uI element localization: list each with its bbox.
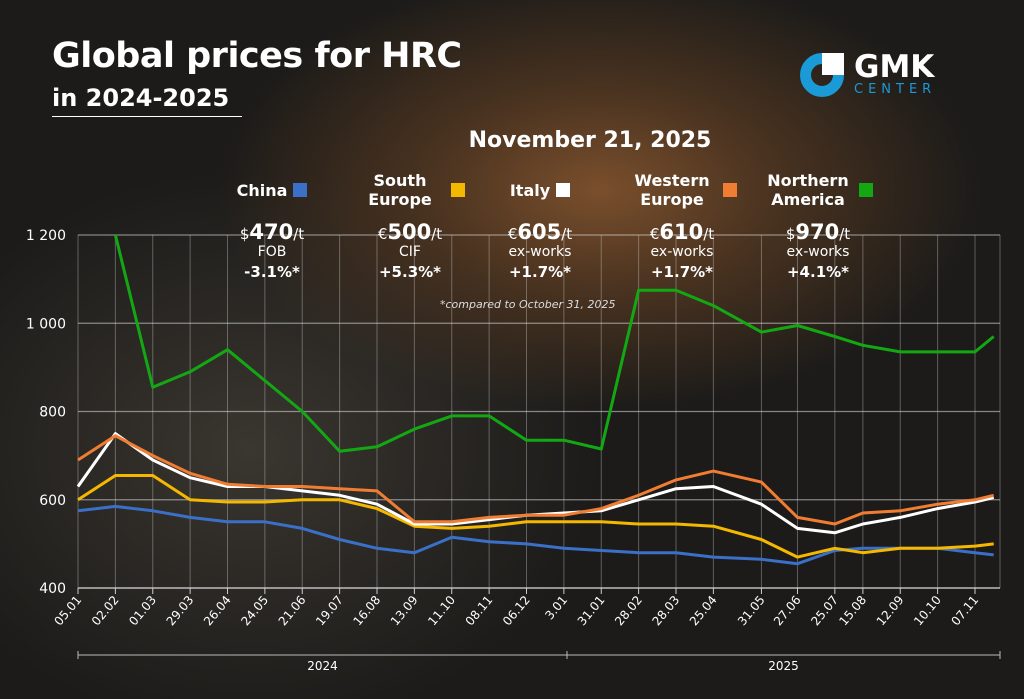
price-unit: /t: [431, 225, 443, 243]
legend-item-italy: Italy €605/t ex-works +1.7%*: [470, 168, 610, 282]
legend-change: +1.7%*: [508, 263, 571, 281]
currency: €: [649, 225, 660, 243]
legend-item-northern-america: Northern America $970/t ex-works +4.1%*: [748, 168, 888, 281]
price-value: 610: [659, 220, 704, 244]
x-tick-label: 3.01: [542, 593, 570, 622]
x-tick-label: 13.09: [388, 593, 421, 628]
y-tick-label: 800: [39, 405, 66, 421]
x-tick-label: 02.02: [89, 593, 122, 628]
legend-label: Northern America: [767, 171, 849, 209]
legend-label: Western Europe: [634, 171, 710, 209]
gmk-center-logo: GMK CENTER: [800, 52, 936, 97]
legend-price: €605/t: [470, 220, 610, 244]
currency: €: [507, 225, 518, 243]
price-value: 605: [517, 220, 562, 244]
legend-price: $970/t: [748, 220, 888, 244]
x-tick-label: 15.08: [836, 593, 869, 628]
legend-swatch: [859, 183, 873, 197]
x-tick-label: 21.06: [276, 593, 309, 628]
price-unit: /t: [703, 225, 715, 243]
x-tick-label: 27.06: [771, 593, 804, 628]
legend-change: +1.7%*: [650, 263, 713, 281]
legend-price: $470/t: [202, 220, 342, 244]
legend-item-south-europe: South Europe €500/t CIF +5.3%*: [340, 168, 480, 281]
x-tick-label: 29.03: [164, 593, 197, 628]
y-tick-label: 1 000: [26, 316, 66, 332]
currency: €: [377, 225, 388, 243]
year-label: 2024: [307, 659, 338, 673]
series-line-northern-america: [113, 234, 995, 453]
series-line-italy: [76, 432, 995, 535]
x-tick-label: 16.08: [350, 593, 383, 628]
series-line-south-europe: [77, 474, 994, 559]
y-tick-label: 400: [39, 581, 66, 597]
legend-basis: ex-works: [650, 244, 714, 260]
legend-swatch: [556, 183, 571, 197]
y-tick-label: 1 200: [26, 228, 66, 244]
legend-item-western-europe: Western Europe €610/t ex-works +1.7%*: [612, 168, 752, 281]
legend-swatch: [451, 183, 465, 197]
x-tick-label: 06.12: [500, 593, 533, 628]
price-value: 970: [795, 220, 840, 244]
currency: $: [785, 225, 796, 243]
legend-label: South Europe: [368, 171, 432, 209]
x-tick-label: 28.03: [649, 593, 682, 628]
price-unit: /t: [839, 225, 851, 243]
legend-change: +4.1%*: [786, 263, 849, 281]
x-tick-label: 25.07: [808, 593, 841, 628]
price-unit: /t: [293, 225, 305, 243]
x-tick-label: 19.07: [313, 593, 346, 628]
series-line-western-europe: [77, 434, 995, 526]
legend-item-china: China $470/t FOB -3.1%*: [202, 168, 342, 281]
x-tick-label: 08.11: [463, 593, 496, 628]
x-tick-label: 12.09: [874, 593, 907, 628]
x-tick-label: 28.02: [612, 593, 645, 628]
legend-change: -3.1%*: [244, 263, 300, 281]
chart-subtitle: in 2024-2025: [52, 84, 242, 117]
series-line-china: [77, 504, 994, 566]
price-value: 500: [387, 220, 432, 244]
legend-swatch: [293, 183, 308, 197]
year-label: 2025: [768, 659, 799, 673]
chart-title: Global prices for HRC: [52, 36, 462, 76]
legend-label: China: [236, 180, 288, 200]
x-tick-label: 07.11: [948, 593, 981, 628]
legend-basis: ex-works: [508, 244, 572, 260]
summary-date: November 21, 2025: [468, 128, 712, 153]
x-tick-label: 01.03: [126, 593, 159, 628]
x-tick-label: 05.01: [51, 593, 84, 628]
logo-ring-icon: [800, 52, 844, 97]
currency: $: [239, 225, 250, 243]
legend-basis: ex-works: [786, 244, 850, 260]
footnote: *compared to October 31, 2025: [440, 298, 616, 311]
legend-price: €500/t: [340, 220, 480, 244]
legend-label: Italy: [509, 180, 551, 200]
y-tick-label: 600: [39, 493, 66, 509]
x-tick-label: 25.04: [687, 593, 720, 628]
logo-sub: CENTER: [854, 82, 937, 97]
x-tick-label: 26.04: [201, 593, 234, 628]
x-tick-label: 11.10: [425, 593, 458, 628]
x-tick-label: 10.10: [911, 593, 944, 628]
legend-price: €610/t: [612, 220, 752, 244]
x-tick-label: 31.05: [735, 593, 768, 628]
legend-swatch: [723, 183, 737, 197]
price-value: 470: [249, 220, 294, 244]
x-tick-label: 24.05: [238, 593, 271, 628]
x-tick-label: 31.01: [575, 593, 608, 628]
legend-basis: CIF: [399, 244, 421, 260]
legend-change: +5.3%*: [378, 263, 441, 281]
legend-basis: FOB: [257, 244, 287, 260]
logo-main: GMK: [854, 49, 935, 85]
price-unit: /t: [561, 225, 573, 243]
